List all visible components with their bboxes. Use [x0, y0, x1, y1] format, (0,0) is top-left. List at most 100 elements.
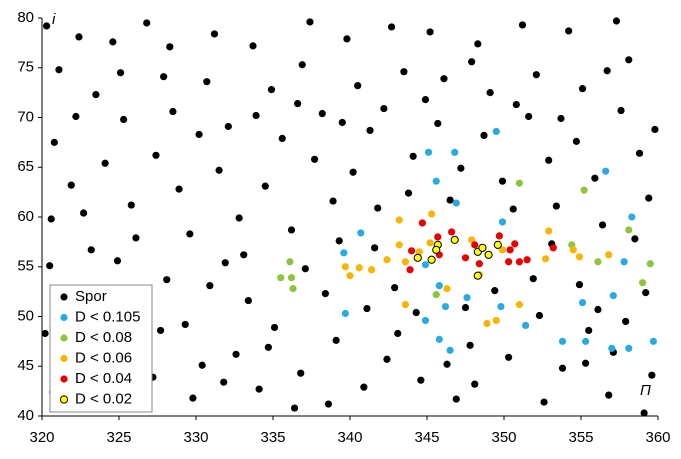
point: [549, 244, 557, 252]
point: [617, 106, 625, 115]
point: [354, 82, 362, 90]
legend-label: Spor: [75, 288, 107, 305]
point: [169, 107, 177, 116]
point: [505, 353, 513, 361]
x-tick-label: 320: [29, 429, 54, 446]
point: [421, 316, 430, 325]
point: [545, 227, 553, 235]
point: [518, 21, 527, 29]
point: [515, 300, 524, 309]
x-tick-label: 340: [337, 429, 362, 446]
point: [198, 361, 206, 369]
point: [287, 274, 296, 282]
legend-label: D < 0.02: [75, 390, 132, 407]
x-tick-label: 330: [183, 429, 208, 446]
point: [427, 255, 436, 264]
point: [374, 204, 382, 212]
legend-marker: [59, 395, 69, 404]
point: [651, 125, 659, 134]
point: [79, 209, 88, 217]
point: [215, 166, 223, 174]
point: [608, 344, 616, 352]
point: [552, 202, 560, 210]
point: [466, 341, 474, 349]
point: [605, 251, 613, 259]
point: [321, 290, 329, 298]
point: [298, 61, 306, 69]
point: [645, 194, 653, 202]
point: [415, 248, 423, 256]
point: [428, 210, 436, 218]
point: [463, 293, 471, 302]
point: [598, 221, 607, 229]
point: [224, 122, 232, 131]
point: [426, 239, 434, 247]
point: [152, 151, 160, 159]
point: [43, 22, 51, 30]
point: [540, 398, 548, 406]
point: [475, 260, 483, 268]
point: [511, 240, 519, 248]
point: [646, 260, 654, 268]
point: [434, 119, 442, 128]
x-axis-label: П: [640, 382, 651, 399]
y-tick-label: 55: [17, 258, 34, 275]
point: [441, 302, 450, 311]
point: [594, 305, 602, 314]
y-tick-label: 45: [17, 357, 34, 374]
y-tick-label: 40: [17, 407, 34, 424]
point: [432, 291, 440, 299]
series: [406, 219, 557, 274]
point: [509, 205, 517, 213]
point: [203, 78, 211, 86]
point: [408, 247, 416, 255]
point: [451, 148, 459, 156]
point: [341, 263, 349, 271]
point: [435, 335, 443, 343]
point: [452, 199, 460, 207]
point: [461, 303, 470, 312]
point: [340, 249, 348, 257]
point: [421, 261, 430, 269]
point: [120, 115, 128, 124]
point: [324, 400, 333, 408]
point: [575, 281, 584, 289]
point: [446, 196, 454, 204]
point: [290, 404, 299, 412]
x-tick-label: 360: [645, 429, 670, 446]
legend-marker: [60, 354, 68, 363]
point: [529, 275, 537, 283]
point: [270, 323, 279, 332]
point: [515, 179, 524, 187]
point: [480, 131, 488, 140]
legend-marker: [60, 375, 68, 383]
point: [404, 189, 413, 197]
point: [421, 95, 430, 104]
point: [432, 177, 440, 185]
point: [50, 138, 58, 146]
point: [545, 156, 553, 164]
point: [286, 258, 294, 266]
point: [249, 42, 257, 50]
point: [582, 337, 590, 345]
y-tick-label: 50: [17, 307, 34, 324]
point: [612, 17, 621, 25]
point: [346, 272, 354, 280]
point: [297, 369, 305, 377]
point: [206, 282, 214, 290]
point: [452, 395, 460, 403]
point: [498, 177, 507, 185]
point: [87, 246, 95, 254]
point: [335, 237, 343, 245]
point: [585, 326, 593, 335]
point: [221, 259, 229, 267]
point: [366, 126, 374, 135]
point: [387, 23, 396, 31]
point: [591, 174, 599, 182]
series: [413, 235, 502, 280]
point: [558, 337, 567, 345]
point: [506, 246, 514, 254]
point: [341, 309, 349, 318]
point: [625, 56, 633, 64]
point: [318, 109, 326, 118]
